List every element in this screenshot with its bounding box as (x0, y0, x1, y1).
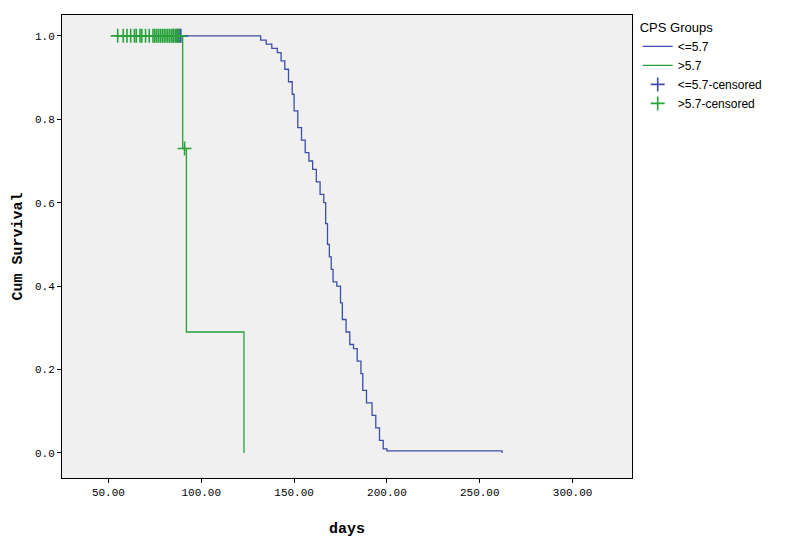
svg-text:<=5.7: <=5.7 (678, 40, 709, 54)
svg-text:250.00: 250.00 (460, 487, 500, 499)
svg-text:100.00: 100.00 (181, 487, 221, 499)
svg-text:>5.7: >5.7 (678, 59, 702, 73)
svg-text:Cum Survival: Cum Survival (10, 192, 27, 300)
svg-text:1.0: 1.0 (35, 31, 55, 43)
svg-text:150.00: 150.00 (274, 487, 314, 499)
svg-text:200.00: 200.00 (367, 487, 407, 499)
svg-text:0.4: 0.4 (35, 281, 55, 293)
svg-text:0.0: 0.0 (35, 448, 55, 460)
svg-text:50.00: 50.00 (92, 487, 125, 499)
svg-text:>5.7-censored: >5.7-censored (678, 97, 755, 111)
svg-text:0.6: 0.6 (35, 198, 55, 210)
svg-text:0.2: 0.2 (35, 364, 55, 376)
svg-text:0.8: 0.8 (35, 114, 55, 126)
svg-text:<=5.7-censored: <=5.7-censored (678, 78, 762, 92)
svg-text:days: days (329, 521, 365, 538)
svg-text:300.00: 300.00 (553, 487, 593, 499)
svg-text:CPS Groups: CPS Groups (640, 20, 713, 35)
